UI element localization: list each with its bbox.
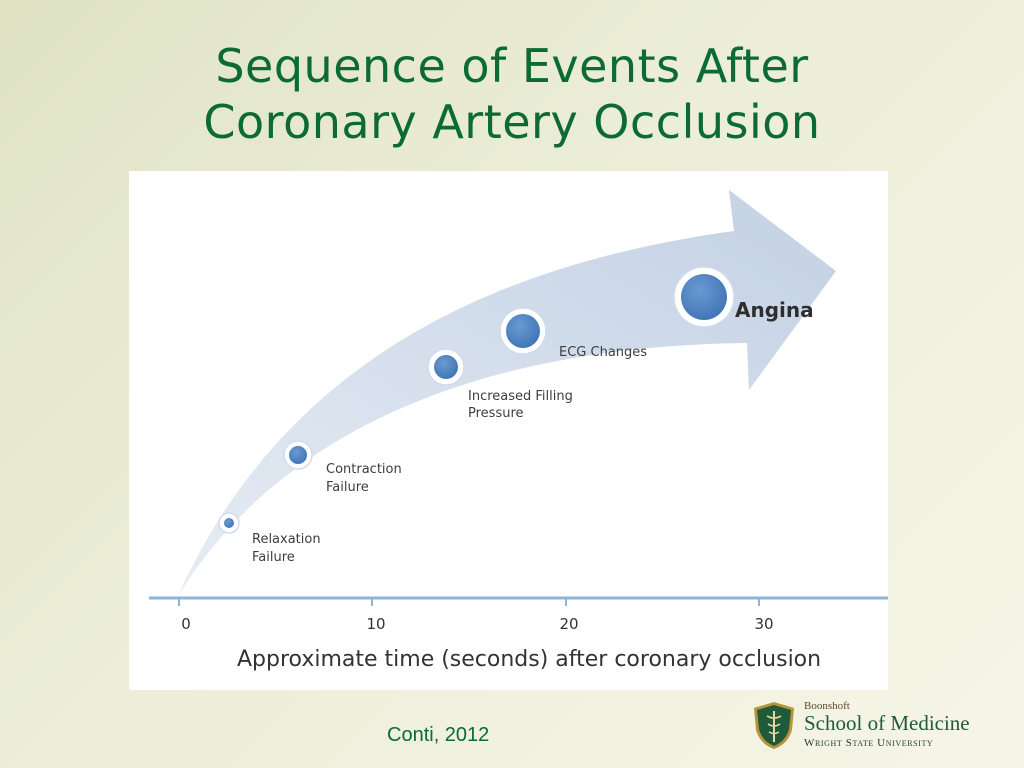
axis-ticks — [178, 598, 760, 606]
citation: Conti, 2012 — [387, 724, 490, 746]
event-dot-relaxation-failure — [218, 512, 240, 534]
tick-label-20: 20 — [559, 615, 578, 633]
progression-arrow — [178, 190, 836, 596]
logo-sub-text: Wright State University — [804, 737, 934, 749]
event-label-relaxation: Relaxation — [252, 532, 321, 547]
school-logo: Boonshoft School of Medicine Wright Stat… — [752, 700, 970, 754]
slide-title-line2: Coronary Artery Occlusion — [203, 95, 821, 149]
tick-label-10: 10 — [366, 615, 385, 633]
event-sequence-diagram: 0 10 20 30 Approximate time (seconds) af… — [149, 190, 888, 672]
event-dot-ecg-changes — [499, 307, 547, 355]
event-dot-angina — [673, 266, 735, 328]
event-label-contraction-2: Failure — [326, 480, 369, 495]
logo-main-text: School of Medicine — [804, 711, 970, 735]
event-label-filling: Increased Filling — [468, 389, 573, 404]
event-label-filling-2: Pressure — [468, 406, 524, 421]
event-sequence-figure: 0 10 20 30 Approximate time (seconds) af… — [129, 171, 888, 690]
event-label-ecg: ECG Changes — [559, 345, 647, 360]
event-label-angina: Angina — [735, 298, 814, 322]
caduceus-shield-icon — [754, 702, 794, 749]
event-dot-increased-filling-pressure — [427, 348, 465, 386]
logo-top-text: Boonshoft — [804, 700, 850, 712]
slide-title-line1: Sequence of Events After — [215, 39, 809, 93]
axis-title: Approximate time (seconds) after coronar… — [237, 647, 821, 672]
slide-title: Sequence of Events After Coronary Artery… — [0, 38, 1024, 150]
tick-label-0: 0 — [181, 615, 191, 633]
event-label-relaxation-2: Failure — [252, 550, 295, 565]
tick-label-30: 30 — [754, 615, 773, 633]
event-dot-contraction-failure — [283, 440, 313, 470]
event-label-contraction: Contraction — [326, 462, 402, 477]
